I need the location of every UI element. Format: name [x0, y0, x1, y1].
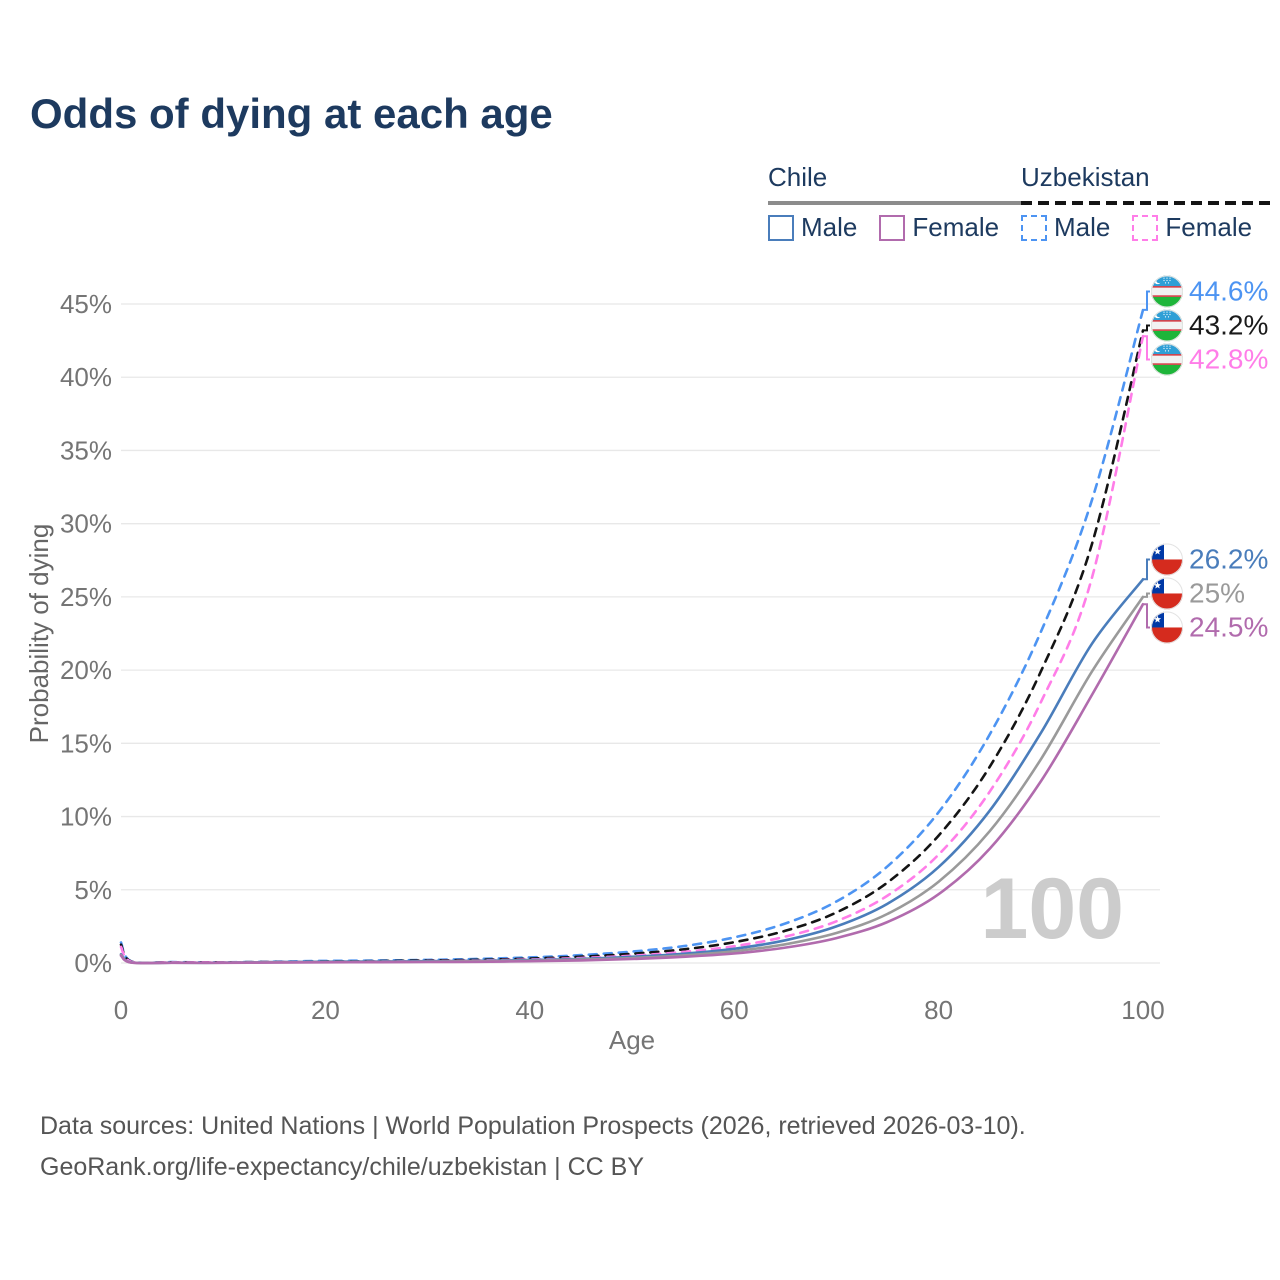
legend-item-chile-female[interactable]: Female [879, 212, 999, 243]
annotation-connector-uzbekistan-female [1144, 335, 1150, 361]
legend-group-uzbekistan: Uzbekistan Male Female [1021, 162, 1275, 243]
source-line: Data sources: United Nations | World Pop… [40, 1112, 1026, 1140]
axes: 0% 5% 10% 15% 20% 25% 30% 35% 40% 45% 0 20 40 60 80 100… [24, 289, 1165, 1055]
legend-item-uzbekistan-male[interactable]: Male [1021, 212, 1110, 243]
watermark-age-100: 100 [981, 861, 1125, 957]
end-value-label-chile-female: 24.5% [1189, 611, 1268, 642]
y-tick-40: 40% [60, 362, 112, 392]
y-tick-30: 30% [60, 509, 112, 539]
legend-label-uzbekistan-male: Male [1054, 212, 1111, 242]
chile-female-swatch-icon [879, 214, 906, 241]
uzbekistan-flag-icon [1151, 343, 1183, 375]
x-tick-40: 40 [515, 995, 544, 1025]
mortality-chart: 100 0% 5% 10% 15% 20% 25% 30% 35% 40% 45% 0 20 40 60 8… [24, 275, 1268, 1055]
chile-line-style-sample [768, 201, 1022, 205]
x-tick-0: 0 [114, 995, 128, 1025]
y-tick-25: 25% [60, 582, 112, 612]
uzbekistan-flag-icon [1151, 309, 1183, 341]
legend-item-uzbekistan-female[interactable]: Female [1132, 212, 1252, 243]
chile-flag-icon [1151, 543, 1183, 575]
legend-group-chile: Chile Male Female [768, 162, 1022, 243]
y-tick-20: 20% [60, 655, 112, 685]
chile-flag-icon [1151, 611, 1183, 643]
legend: Chile Male Female Uzbekistan Male [0, 162, 1280, 242]
end-value-label-uzbekistan-combined: 43.2% [1189, 309, 1268, 340]
chile-male-swatch-icon [768, 214, 794, 241]
x-tick-60: 60 [720, 995, 749, 1025]
end-value-label-chile-male: 26.2% [1189, 543, 1268, 574]
y-tick-5: 5% [74, 875, 112, 905]
annotation-connector-chile-male [1144, 558, 1150, 581]
y-tick-0: 0% [74, 948, 112, 978]
end-value-label-uzbekistan-male: 44.6% [1189, 275, 1268, 306]
chile-flag-icon [1151, 577, 1183, 609]
y-tick-35: 35% [60, 435, 112, 465]
page-title: Odds of dying at each age [30, 90, 553, 137]
legend-country-uzbekistan: Uzbekistan [1021, 162, 1150, 192]
uzbekistan-flag-icon [1151, 275, 1183, 307]
uzbekistan-line-style-sample [1021, 201, 1275, 205]
annotation-connector-chile-female [1144, 603, 1150, 629]
legend-item-chile-male[interactable]: Male [768, 212, 857, 243]
end-value-annotations: 44.6%43.2%42.8% 26.2%25%24.5% [1144, 275, 1268, 643]
y-axis-title: Probability of dying [24, 524, 54, 744]
end-value-label-uzbekistan-female: 42.8% [1189, 343, 1268, 374]
y-tick-15: 15% [60, 728, 112, 758]
series-lines [119, 308, 1145, 965]
annotation-connector-chile-combined [1144, 592, 1150, 598]
annotation-connector-uzbekistan-combined [1144, 324, 1150, 332]
data-source-note: Data sources: United Nations | World Pop… [40, 1106, 1026, 1188]
legend-country-chile: Chile [768, 162, 828, 192]
attribution-line: GeoRank.org/life-expectancy/chile/uzbeki… [40, 1153, 645, 1181]
age-watermark: 100 [981, 861, 1125, 957]
legend-label-chile-female: Female [912, 212, 1000, 242]
legend-label-chile-male: Male [801, 212, 858, 242]
y-tick-45: 45% [60, 289, 112, 319]
annotation-connector-uzbekistan-male [1144, 290, 1150, 311]
x-axis-title: Age [609, 1025, 655, 1055]
end-value-label-chile-combined: 25% [1189, 577, 1245, 608]
series-line-chile-female[interactable] [119, 602, 1145, 965]
y-tick-10: 10% [60, 802, 112, 832]
x-tick-80: 80 [924, 995, 953, 1025]
legend-label-uzbekistan-female: Female [1165, 212, 1253, 242]
uzbekistan-female-swatch-icon [1132, 214, 1159, 241]
x-tick-100: 100 [1121, 995, 1164, 1025]
x-tick-20: 20 [311, 995, 340, 1025]
uzbekistan-male-swatch-icon [1021, 214, 1047, 241]
